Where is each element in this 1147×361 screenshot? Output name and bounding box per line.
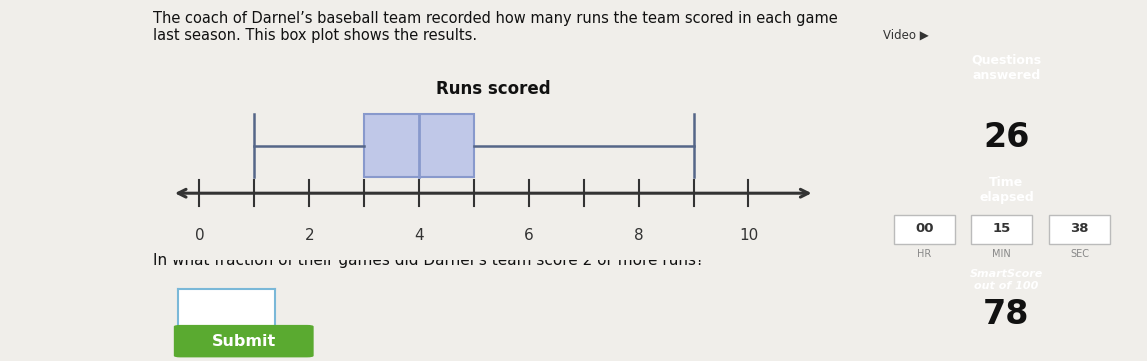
Text: Submit: Submit xyxy=(211,334,276,349)
Text: 15: 15 xyxy=(992,222,1011,235)
Text: 4: 4 xyxy=(414,228,424,243)
FancyBboxPatch shape xyxy=(1048,215,1110,244)
Text: 10: 10 xyxy=(739,228,758,243)
Text: 6: 6 xyxy=(524,228,533,243)
Text: 8: 8 xyxy=(634,228,643,243)
Text: HR: HR xyxy=(918,249,931,259)
Text: Time
elapsed: Time elapsed xyxy=(980,177,1033,204)
Text: MIN: MIN xyxy=(992,249,1012,259)
FancyBboxPatch shape xyxy=(174,325,313,357)
Text: 26: 26 xyxy=(983,121,1030,154)
Bar xyxy=(365,114,474,177)
Text: SmartScore
out of 100: SmartScore out of 100 xyxy=(970,269,1043,291)
Text: SEC: SEC xyxy=(1070,249,1089,259)
Text: In what fraction of their games did Darnel’s team score 2 or more runs?: In what fraction of their games did Darn… xyxy=(154,253,704,268)
Text: 0: 0 xyxy=(195,228,204,243)
Text: 2: 2 xyxy=(304,228,314,243)
Text: 00: 00 xyxy=(915,222,934,235)
Text: The coach of Darnel’s baseball team recorded how many runs the team scored in ea: The coach of Darnel’s baseball team reco… xyxy=(154,11,838,43)
FancyBboxPatch shape xyxy=(894,215,954,244)
FancyBboxPatch shape xyxy=(972,215,1032,244)
Text: Video ▶: Video ▶ xyxy=(883,29,929,42)
Text: 78: 78 xyxy=(983,297,1030,331)
Text: 38: 38 xyxy=(1070,222,1089,235)
Text: Questions
answered: Questions answered xyxy=(972,53,1041,82)
Text: Runs scored: Runs scored xyxy=(436,80,551,98)
